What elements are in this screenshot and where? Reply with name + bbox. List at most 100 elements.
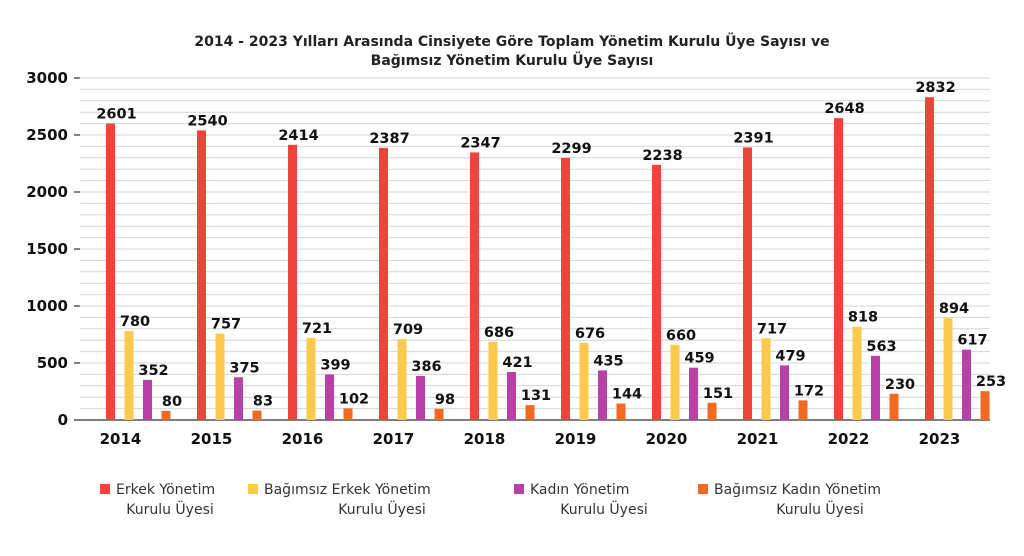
bar-kadin-2018 (507, 372, 516, 420)
data-label-bagimsiz-erkek-2016: 721 (302, 321, 332, 337)
x-tick-label-2022: 2022 (828, 430, 870, 448)
data-label-bagimsiz-kadin-2019: 144 (612, 387, 642, 403)
x-axis-ticks: 2014 2015 2016 2017 2018 2019 2020 2021 2022 2023 (100, 430, 961, 448)
bar-kadin-2021 (780, 365, 789, 420)
bar-bagimsiz-erkek-2023 (943, 318, 953, 420)
legend-label-bagimsiz-kadin-line-1: Bağımsız Kadın Yönetim (714, 482, 881, 498)
data-label-kadin-2023: 617 (957, 333, 987, 349)
bar-kadin-2017 (416, 375, 425, 420)
bar-bagimsiz-erkek-2020 (670, 344, 680, 420)
data-label-kadin-2014: 352 (138, 363, 168, 379)
legend-swatch-bagimsiz-erkek (248, 484, 258, 494)
x-tick-label-2017: 2017 (373, 430, 415, 448)
x-tick-label-2014: 2014 (100, 430, 142, 448)
data-label-bagimsiz-erkek-2021: 717 (757, 321, 787, 337)
data-label-bagimsiz-kadin-2023: 253 (976, 374, 1006, 390)
bar-bagimsiz-kadin-2018 (525, 405, 535, 420)
data-label-erkek-2022: 2648 (824, 101, 864, 117)
data-label-bagimsiz-kadin-2014: 80 (162, 394, 182, 410)
legend-label-kadin-line-1: Kadın Yönetim (530, 482, 629, 498)
data-label-kadin-2015: 375 (229, 360, 259, 376)
y-tick-label: 1000 (26, 297, 68, 315)
bar-erkek-2021 (743, 147, 752, 420)
data-label-bagimsiz-erkek-2020: 660 (666, 328, 696, 344)
data-label-erkek-2016: 2414 (278, 128, 318, 144)
data-label-bagimsiz-kadin-2015: 83 (253, 394, 273, 410)
bar-erkek-2017 (379, 147, 388, 420)
data-label-bagimsiz-kadin-2020: 151 (703, 386, 733, 402)
y-axis-ticks: 0 500 1000 1500 2000 2500 3000 (26, 69, 68, 429)
y-tick-label: 2000 (26, 183, 68, 201)
x-tick-label-2020: 2020 (646, 430, 688, 448)
data-label-erkek-2021: 2391 (733, 130, 773, 146)
legend-label-bagimsiz-erkek-line-2: Kurulu Üyesi (338, 500, 426, 518)
bar-bagimsiz-kadin-2014 (161, 410, 171, 420)
y-tick-label: 500 (37, 354, 68, 372)
bar-erkek-2014 (106, 123, 115, 421)
data-label-erkek-2018: 2347 (460, 135, 500, 151)
data-label-bagimsiz-kadin-2018: 131 (521, 388, 551, 404)
y-tick-label: 3000 (26, 69, 68, 87)
chart-title: 2014 - 2023 Yılları Arasında Cinsiyete G… (194, 32, 829, 69)
data-label-erkek-2020: 2238 (642, 148, 682, 164)
data-label-kadin-2017: 386 (411, 359, 441, 375)
data-label-bagimsiz-erkek-2017: 709 (393, 322, 423, 338)
bar-erkek-2018 (470, 152, 479, 420)
bar-erkek-2019 (561, 157, 570, 420)
bar-bagimsiz-kadin-2017 (434, 408, 444, 420)
bar-bagimsiz-kadin-2022 (889, 393, 899, 420)
data-label-erkek-2017: 2387 (369, 131, 409, 147)
data-label-bagimsiz-kadin-2017: 98 (435, 392, 455, 408)
data-labels: 2601 780 352 80 2540 757 375 83 2414 721 399 102 238… (96, 80, 1006, 410)
bar-kadin-2014 (143, 379, 152, 420)
bar-bagimsiz-kadin-2021 (798, 400, 808, 420)
legend-swatch-bagimsiz-kadin (698, 484, 708, 494)
data-label-kadin-2022: 563 (866, 339, 896, 355)
data-label-bagimsiz-kadin-2021: 172 (794, 383, 824, 399)
x-tick-label-2015: 2015 (191, 430, 233, 448)
legend-swatch-kadin (514, 484, 524, 494)
data-label-erkek-2023: 2832 (915, 80, 955, 96)
bar-erkek-2023 (925, 97, 934, 420)
bar-bagimsiz-erkek-2021 (761, 338, 771, 420)
bar-bagimsiz-kadin-2016 (343, 408, 353, 420)
y-tick-label: 1500 (26, 240, 68, 258)
data-label-bagimsiz-erkek-2018: 686 (484, 325, 514, 341)
x-tick-label-2019: 2019 (555, 430, 597, 448)
y-tick-label: 2500 (26, 126, 68, 144)
y-tick-label: 0 (58, 411, 68, 429)
data-label-bagimsiz-kadin-2016: 102 (339, 391, 369, 407)
legend-label-bagimsiz-kadin-line-2: Kurulu Üyesi (776, 500, 864, 518)
data-label-bagimsiz-erkek-2023: 894 (939, 301, 969, 317)
data-label-kadin-2020: 459 (684, 351, 714, 367)
data-label-bagimsiz-erkek-2019: 676 (575, 326, 605, 342)
bar-erkek-2016 (288, 144, 297, 420)
data-label-erkek-2014: 2601 (96, 106, 136, 122)
bar-kadin-2020 (689, 367, 698, 420)
bar-kadin-2022 (871, 355, 880, 420)
legend-label-kadin-line-2: Kurulu Üyesi (560, 500, 648, 518)
bar-kadin-2023 (962, 349, 971, 420)
x-tick-label-2023: 2023 (919, 430, 961, 448)
x-tick-label-2021: 2021 (737, 430, 779, 448)
x-tick-label-2018: 2018 (464, 430, 506, 448)
bar-bagimsiz-erkek-2014 (124, 331, 134, 420)
data-label-erkek-2019: 2299 (551, 141, 591, 157)
legend: Erkek Yönetim Kurulu Üyesi Bağımsız Erkek … (100, 482, 881, 518)
bar-bagimsiz-kadin-2023 (980, 391, 990, 420)
bar-bagimsiz-erkek-2016 (306, 337, 316, 420)
bar-bagimsiz-erkek-2018 (488, 341, 498, 420)
data-label-kadin-2021: 479 (775, 348, 805, 364)
legend-label-bagimsiz-erkek-line-1: Bağımsız Erkek Yönetim (264, 482, 431, 498)
data-label-kadin-2018: 421 (502, 355, 532, 371)
bar-kadin-2016 (325, 374, 334, 420)
data-label-erkek-2015: 2540 (187, 113, 227, 129)
bar-bagimsiz-erkek-2015 (215, 333, 225, 420)
bar-erkek-2020 (652, 164, 661, 420)
chart-title-line-1: 2014 - 2023 Yılları Arasında Cinsiyete G… (194, 32, 829, 50)
bar-bagimsiz-erkek-2017 (397, 339, 407, 420)
legend-swatch-erkek (100, 484, 110, 494)
bars (106, 97, 990, 421)
bar-kadin-2019 (598, 370, 607, 420)
